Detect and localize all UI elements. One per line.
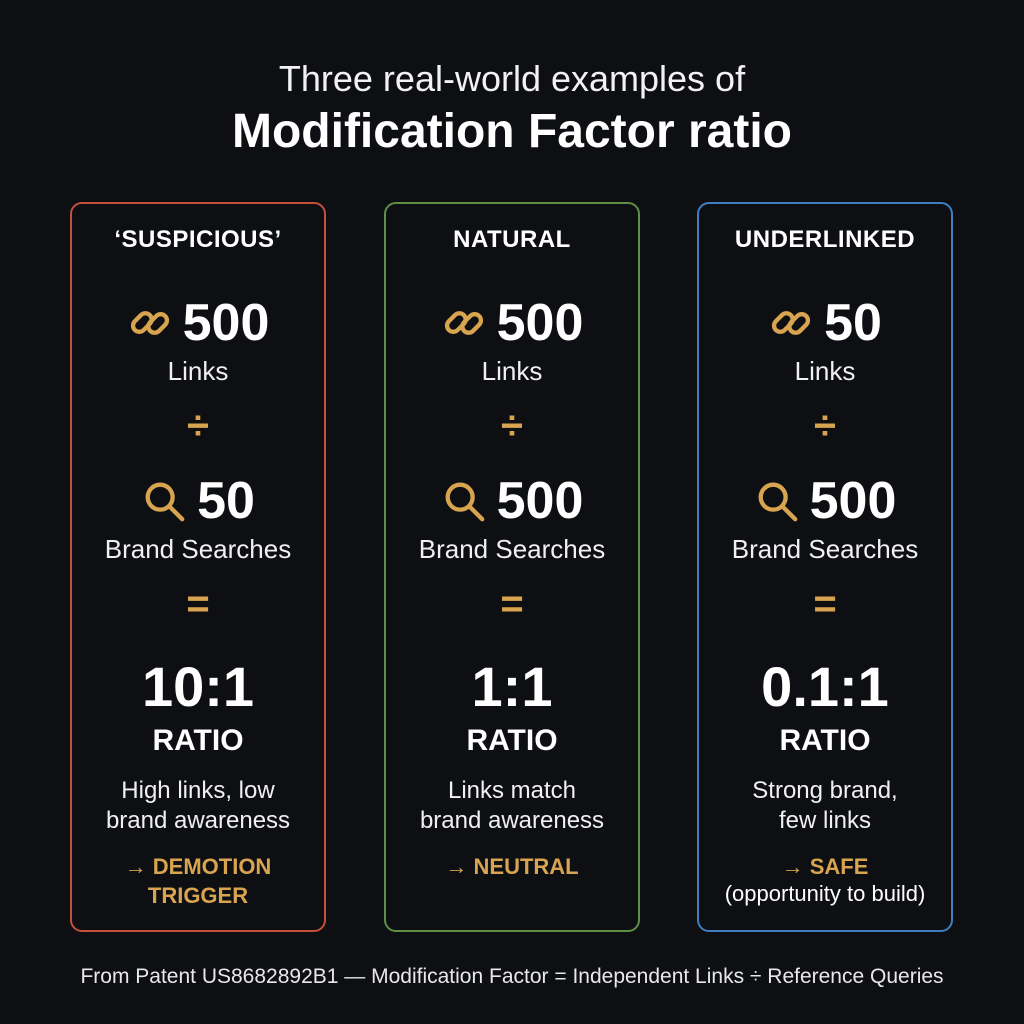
ratio-word: RATIO bbox=[152, 724, 244, 757]
equals-symbol: = bbox=[500, 582, 524, 626]
description: High links, low brand awareness bbox=[72, 776, 324, 836]
link-icon bbox=[127, 300, 173, 346]
title-line-2: Modification Factor ratio bbox=[231, 105, 792, 158]
equals-symbol: = bbox=[186, 582, 210, 626]
description: Strong brand, few links bbox=[699, 776, 951, 836]
equals-symbol: = bbox=[813, 582, 837, 626]
description-line-1: Links match bbox=[447, 777, 577, 804]
ratio-value: 10:1 bbox=[141, 655, 255, 718]
card-suspicious: ‘SUSPICIOUS’ 500 Links ÷ 50 Brand Search… bbox=[70, 202, 326, 932]
verdict-line-1: → SAFE bbox=[781, 854, 869, 879]
searches-row: 50 bbox=[72, 470, 324, 532]
links-label: Links bbox=[481, 356, 543, 386]
links-row: 500 bbox=[72, 292, 324, 354]
search-icon bbox=[754, 478, 800, 524]
links-value: 500 bbox=[496, 294, 584, 352]
searches-label: Brand Searches bbox=[418, 534, 606, 564]
footer-note: From Patent US8682892B1 — Modification F… bbox=[80, 965, 944, 988]
searches-row: 500 bbox=[699, 470, 951, 532]
link-icon bbox=[441, 300, 487, 346]
links-value: 50 bbox=[824, 294, 882, 352]
card-underlinked: UNDERLINKED 50 Links ÷ 500 Brand Searche… bbox=[697, 202, 953, 932]
divide-symbol: ÷ bbox=[814, 404, 836, 448]
links-label: Links bbox=[794, 356, 856, 386]
ratio-word: RATIO bbox=[466, 724, 558, 757]
description: Links match brand awareness bbox=[386, 776, 638, 836]
divide-symbol: ÷ bbox=[501, 404, 523, 448]
card-natural: NATURAL 500 Links ÷ 500 Brand Searches =… bbox=[384, 202, 640, 932]
verdict-note: (opportunity to build) bbox=[724, 881, 926, 906]
searches-label: Brand Searches bbox=[104, 534, 292, 564]
card-heading: NATURAL bbox=[453, 226, 571, 253]
link-icon bbox=[768, 300, 814, 346]
links-value: 500 bbox=[182, 294, 270, 352]
verdict: → DEMOTION TRIGGER bbox=[72, 852, 324, 910]
searches-value: 500 bbox=[809, 472, 897, 530]
description-line-2: brand awareness bbox=[419, 807, 605, 834]
verdict-line-1: → NEUTRAL bbox=[445, 854, 579, 879]
links-row: 500 bbox=[386, 292, 638, 354]
description-line-1: High links, low bbox=[121, 777, 275, 804]
verdict: → SAFE bbox=[699, 852, 951, 881]
links-label: Links bbox=[167, 356, 229, 386]
ratio-value: 0.1:1 bbox=[761, 655, 889, 718]
card-heading: UNDERLINKED bbox=[734, 226, 916, 253]
ratio-word: RATIO bbox=[779, 724, 871, 757]
searches-row: 500 bbox=[386, 470, 638, 532]
ratio-value: 1:1 bbox=[471, 655, 553, 718]
verdict: → NEUTRAL bbox=[386, 852, 638, 881]
searches-value: 500 bbox=[496, 472, 584, 530]
description-line-1: Strong brand, bbox=[752, 777, 898, 804]
searches-label: Brand Searches bbox=[731, 534, 919, 564]
divide-symbol: ÷ bbox=[187, 404, 209, 448]
verdict-line-1: → DEMOTION bbox=[124, 854, 272, 879]
search-icon bbox=[441, 478, 487, 524]
title-line-1: Three real-world examples of bbox=[278, 58, 746, 99]
description-line-2: few links bbox=[778, 807, 872, 834]
search-icon bbox=[141, 478, 187, 524]
verdict-line-2: TRIGGER bbox=[147, 883, 249, 908]
description-line-2: brand awareness bbox=[105, 807, 291, 834]
searches-value: 50 bbox=[197, 472, 255, 530]
card-heading: ‘SUSPICIOUS’ bbox=[114, 226, 282, 253]
links-row: 50 bbox=[699, 292, 951, 354]
